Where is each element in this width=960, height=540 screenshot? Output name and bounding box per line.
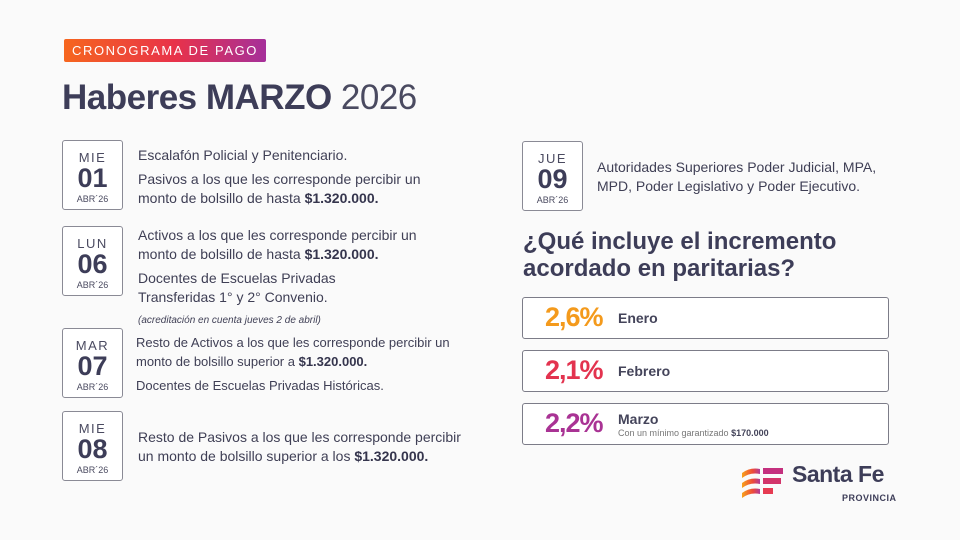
increase-month: Enero bbox=[618, 310, 658, 326]
increase-month: Marzo bbox=[618, 411, 659, 427]
schedule-entry: Resto de Pasivos a los que les correspon… bbox=[138, 428, 468, 471]
title-bold: Haberes MARZO bbox=[62, 78, 332, 117]
date-box: MAR 07 ABR´26 bbox=[62, 328, 123, 398]
increase-note: Con un mínimo garantizado $170.000 bbox=[618, 428, 769, 438]
page-title: Haberes MARZO 2026 bbox=[62, 78, 417, 118]
day-number: 08 bbox=[77, 434, 108, 464]
increase-percent: 2,2% bbox=[545, 408, 604, 438]
month-year: ABR´26 bbox=[76, 280, 109, 290]
santa-fe-logo: Santa Fe PROVINCIA bbox=[740, 461, 900, 508]
amount: $1.320.000. bbox=[298, 354, 368, 369]
schedule-entry: Activos a los que les corresponde percib… bbox=[138, 226, 448, 330]
increase-percent: 2,1% bbox=[545, 355, 604, 385]
increase-question: ¿Qué incluye el incremento acordado en p… bbox=[523, 228, 836, 282]
date-box: JUE 09 ABR´26 bbox=[522, 141, 583, 211]
day-number: 06 bbox=[77, 249, 108, 279]
day-number: 09 bbox=[537, 164, 568, 194]
weekday: MAR bbox=[75, 338, 110, 353]
day-number: 01 bbox=[77, 163, 108, 193]
month-year: ABR´26 bbox=[76, 194, 109, 204]
entry-line: Docentes de Escuelas Privadas Históricas… bbox=[136, 378, 384, 393]
section-badge: CRONOGRAMA DE PAGO bbox=[64, 39, 266, 62]
entry-line: Pasivos a los que les corresponde percib… bbox=[138, 171, 421, 206]
increase-card-marzo: 2,2% Marzo Con un mínimo garantizado $17… bbox=[522, 403, 889, 445]
weekday: MIE bbox=[78, 421, 107, 436]
schedule-entry: Escalafón Policial y Penitenciario. Pasi… bbox=[138, 146, 448, 213]
date-box: MIE 08 ABR´26 bbox=[62, 411, 123, 481]
day-number: 07 bbox=[77, 351, 108, 381]
weekday: MIE bbox=[78, 150, 107, 165]
logo-subtitle: PROVINCIA bbox=[842, 493, 897, 503]
month-year: ABR´26 bbox=[76, 465, 109, 475]
increase-percent: 2,6% bbox=[545, 302, 604, 332]
weekday: LUN bbox=[77, 236, 108, 251]
entry-line: Resto de Pasivos a los que les correspon… bbox=[138, 429, 461, 464]
amount: $1.320.000. bbox=[304, 246, 379, 262]
santa-fe-flag-icon bbox=[742, 468, 783, 498]
date-box: MIE 01 ABR´26 bbox=[62, 140, 123, 210]
amount: $1.320.000. bbox=[354, 448, 429, 464]
logo-name: Santa Fe bbox=[792, 461, 884, 487]
title-year: 2026 bbox=[340, 78, 417, 117]
amount: $1.320.000. bbox=[304, 190, 379, 206]
month-year: ABR´26 bbox=[76, 382, 109, 392]
increase-month: Febrero bbox=[618, 363, 671, 379]
entry-line: Resto de Activos a los que les correspon… bbox=[136, 335, 450, 369]
entry-line: Escalafón Policial y Penitenciario. bbox=[138, 147, 348, 163]
weekday: JUE bbox=[537, 151, 568, 166]
entry-note: (acreditación en cuenta jueves 2 de abri… bbox=[138, 315, 321, 326]
schedule-entry: Resto de Activos a los que les correspon… bbox=[136, 333, 476, 400]
entry-line: Docentes de Escuelas Privadas Transferid… bbox=[138, 270, 336, 305]
increase-card-enero: 2,6% Enero bbox=[522, 297, 889, 339]
increase-card-febrero: 2,1% Febrero bbox=[522, 350, 889, 392]
entry-line: Autoridades Superiores Poder Judicial, M… bbox=[597, 159, 877, 194]
schedule-entry: Autoridades Superiores Poder Judicial, M… bbox=[597, 158, 902, 201]
month-year: ABR´26 bbox=[536, 195, 569, 205]
entry-line: Activos a los que les corresponde percib… bbox=[138, 227, 417, 262]
question-line: ¿Qué incluye el incremento bbox=[523, 228, 837, 255]
date-box: LUN 06 ABR´26 bbox=[62, 226, 123, 296]
question-line: acordado en paritarias? bbox=[523, 255, 796, 282]
